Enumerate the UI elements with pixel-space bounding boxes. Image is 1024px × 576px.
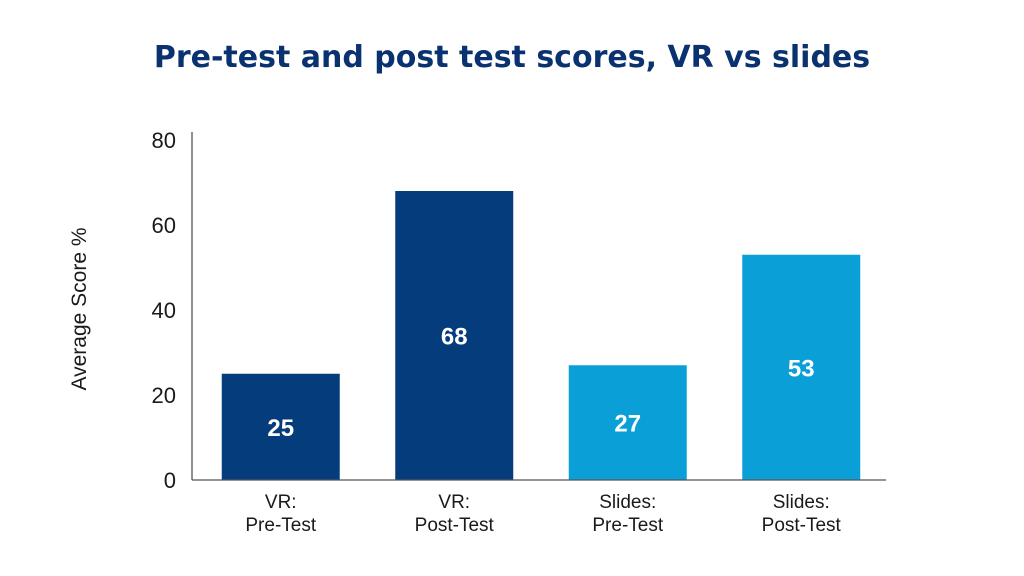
data-labels: 25 68 27 53 — [267, 324, 814, 442]
x-tick-label-line: Slides: — [599, 492, 656, 513]
bar — [742, 254, 861, 480]
y-tick-label: 80 — [152, 128, 176, 153]
bar — [221, 373, 340, 480]
y-axis-label: Average Score % — [68, 227, 91, 390]
x-tick-label: VR: Post-Test — [415, 492, 495, 536]
x-tick-label-line: VR: — [438, 492, 470, 513]
bar-value-label: 53 — [788, 355, 815, 382]
x-tick-label: Slides: Post-Test — [762, 492, 842, 536]
y-tick-label: 20 — [152, 383, 176, 408]
x-tick-label: VR: Pre-Test — [245, 492, 316, 536]
bar-value-label: 27 — [614, 411, 641, 438]
bar — [395, 191, 514, 480]
x-tick-label: Slides: Pre-Test — [592, 492, 663, 536]
chart-title: Pre-test and post test scores, VR vs sli… — [153, 40, 871, 75]
y-tick-label: 0 — [164, 468, 176, 493]
y-tick-label: 60 — [152, 213, 176, 238]
bar-value-label: 68 — [441, 324, 468, 351]
x-tick-label-line: Post-Test — [762, 515, 842, 536]
y-axis-ticks: 0 20 40 60 80 — [152, 128, 176, 493]
x-tick-label-line: VR: — [265, 492, 297, 513]
x-tick-label-line: Slides: — [773, 492, 830, 513]
y-tick-label: 40 — [152, 298, 176, 323]
x-tick-label-line: Pre-Test — [592, 515, 663, 536]
bar-value-label: 25 — [267, 415, 294, 442]
bar — [568, 365, 687, 480]
bars — [221, 191, 861, 480]
x-tick-label-line: Post-Test — [415, 515, 495, 536]
x-tick-label-line: Pre-Test — [245, 515, 316, 536]
